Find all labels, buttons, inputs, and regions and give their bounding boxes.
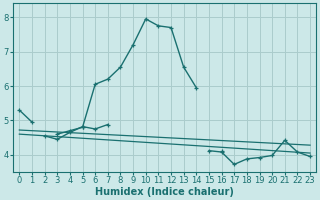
X-axis label: Humidex (Indice chaleur): Humidex (Indice chaleur) bbox=[95, 187, 234, 197]
